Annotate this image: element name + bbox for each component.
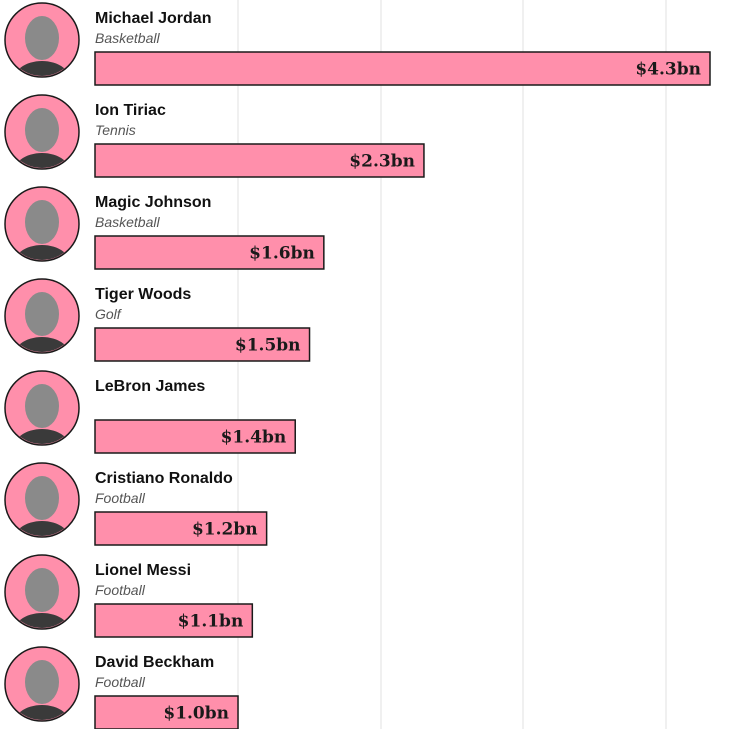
value-label: $2.3bn bbox=[349, 152, 415, 172]
athlete-avatar bbox=[4, 646, 80, 722]
athlete-sport: Basketball bbox=[95, 30, 160, 46]
head-shape bbox=[25, 16, 59, 60]
portrait-icon bbox=[12, 568, 72, 628]
head-shape bbox=[25, 384, 59, 428]
head-shape bbox=[25, 476, 59, 520]
head-shape bbox=[25, 568, 59, 612]
portrait-icon bbox=[12, 384, 72, 444]
value-label: $1.0bn bbox=[163, 704, 229, 724]
athlete-avatar bbox=[4, 554, 80, 630]
portrait-icon bbox=[12, 200, 72, 260]
portrait-icon bbox=[12, 16, 72, 76]
gridlines bbox=[237, 0, 667, 729]
athlete-row: Tiger Woods Golf $1.5bn bbox=[4, 278, 311, 362]
value-bar bbox=[94, 603, 254, 638]
head-shape bbox=[25, 200, 59, 244]
athlete-row: Magic Johnson Basketball $1.6bn bbox=[4, 186, 325, 270]
athlete-row: Lionel Messi Football $1.1bn bbox=[4, 554, 254, 638]
athlete-row: David Beckham Football $1.0bn bbox=[4, 646, 239, 729]
athlete-row: LeBron James $1.4bn bbox=[4, 370, 296, 454]
athlete-name: Ion Tiriac bbox=[95, 102, 166, 119]
value-bar bbox=[94, 51, 711, 86]
athlete-avatar bbox=[4, 94, 80, 170]
athlete-sport: Basketball bbox=[95, 214, 160, 230]
athlete-name: Michael Jordan bbox=[95, 10, 211, 27]
athlete-name: Magic Johnson bbox=[95, 194, 211, 211]
athlete-sport: Football bbox=[95, 674, 146, 690]
value-label: $4.3bn bbox=[635, 60, 701, 80]
value-label: $1.2bn bbox=[192, 520, 258, 540]
head-shape bbox=[25, 292, 59, 336]
portrait-icon bbox=[12, 476, 72, 536]
portrait-icon bbox=[12, 660, 72, 720]
shoulders-shape bbox=[12, 153, 72, 168]
value-bar bbox=[94, 235, 325, 270]
athlete-name: Tiger Woods bbox=[95, 286, 191, 303]
portrait-icon bbox=[12, 108, 72, 168]
value-label: $1.4bn bbox=[221, 428, 287, 448]
athlete-row: Ion Tiriac Tennis $2.3bn bbox=[4, 94, 425, 178]
value-label: $1.1bn bbox=[178, 612, 244, 632]
athlete-sport: Tennis bbox=[95, 122, 136, 138]
value-label: $1.6bn bbox=[249, 244, 315, 264]
value-bar bbox=[94, 143, 425, 178]
athlete-sport: Football bbox=[95, 582, 146, 598]
athlete-avatar bbox=[4, 278, 80, 354]
shoulders-shape bbox=[12, 245, 72, 260]
value-label: $1.5bn bbox=[235, 336, 301, 356]
athlete-name: LeBron James bbox=[95, 378, 205, 395]
athlete-sport: Golf bbox=[95, 306, 123, 322]
athlete-name: Lionel Messi bbox=[95, 562, 191, 579]
athlete-row: Cristiano Ronaldo Football $1.2bn bbox=[4, 462, 268, 546]
portrait-icon bbox=[12, 292, 72, 352]
athlete-name: Cristiano Ronaldo bbox=[95, 470, 233, 487]
shoulders-shape bbox=[12, 613, 72, 628]
head-shape bbox=[25, 660, 59, 704]
shoulders-shape bbox=[12, 705, 72, 720]
athlete-row: Michael Jordan Basketball $4.3bn bbox=[4, 2, 711, 86]
shoulders-shape bbox=[12, 521, 72, 536]
athlete-sport: Football bbox=[95, 490, 146, 506]
value-bar bbox=[94, 327, 311, 362]
head-shape bbox=[25, 108, 59, 152]
shoulders-shape bbox=[12, 337, 72, 352]
value-bar bbox=[94, 419, 296, 454]
athlete-avatar bbox=[4, 370, 80, 446]
athlete-avatar bbox=[4, 2, 80, 78]
athlete-name: David Beckham bbox=[95, 654, 214, 671]
athlete-avatar bbox=[4, 462, 80, 538]
shoulders-shape bbox=[12, 61, 72, 76]
athlete-avatar bbox=[4, 186, 80, 262]
value-bar bbox=[94, 511, 268, 546]
value-bar bbox=[94, 695, 239, 729]
shoulders-shape bbox=[12, 429, 72, 444]
